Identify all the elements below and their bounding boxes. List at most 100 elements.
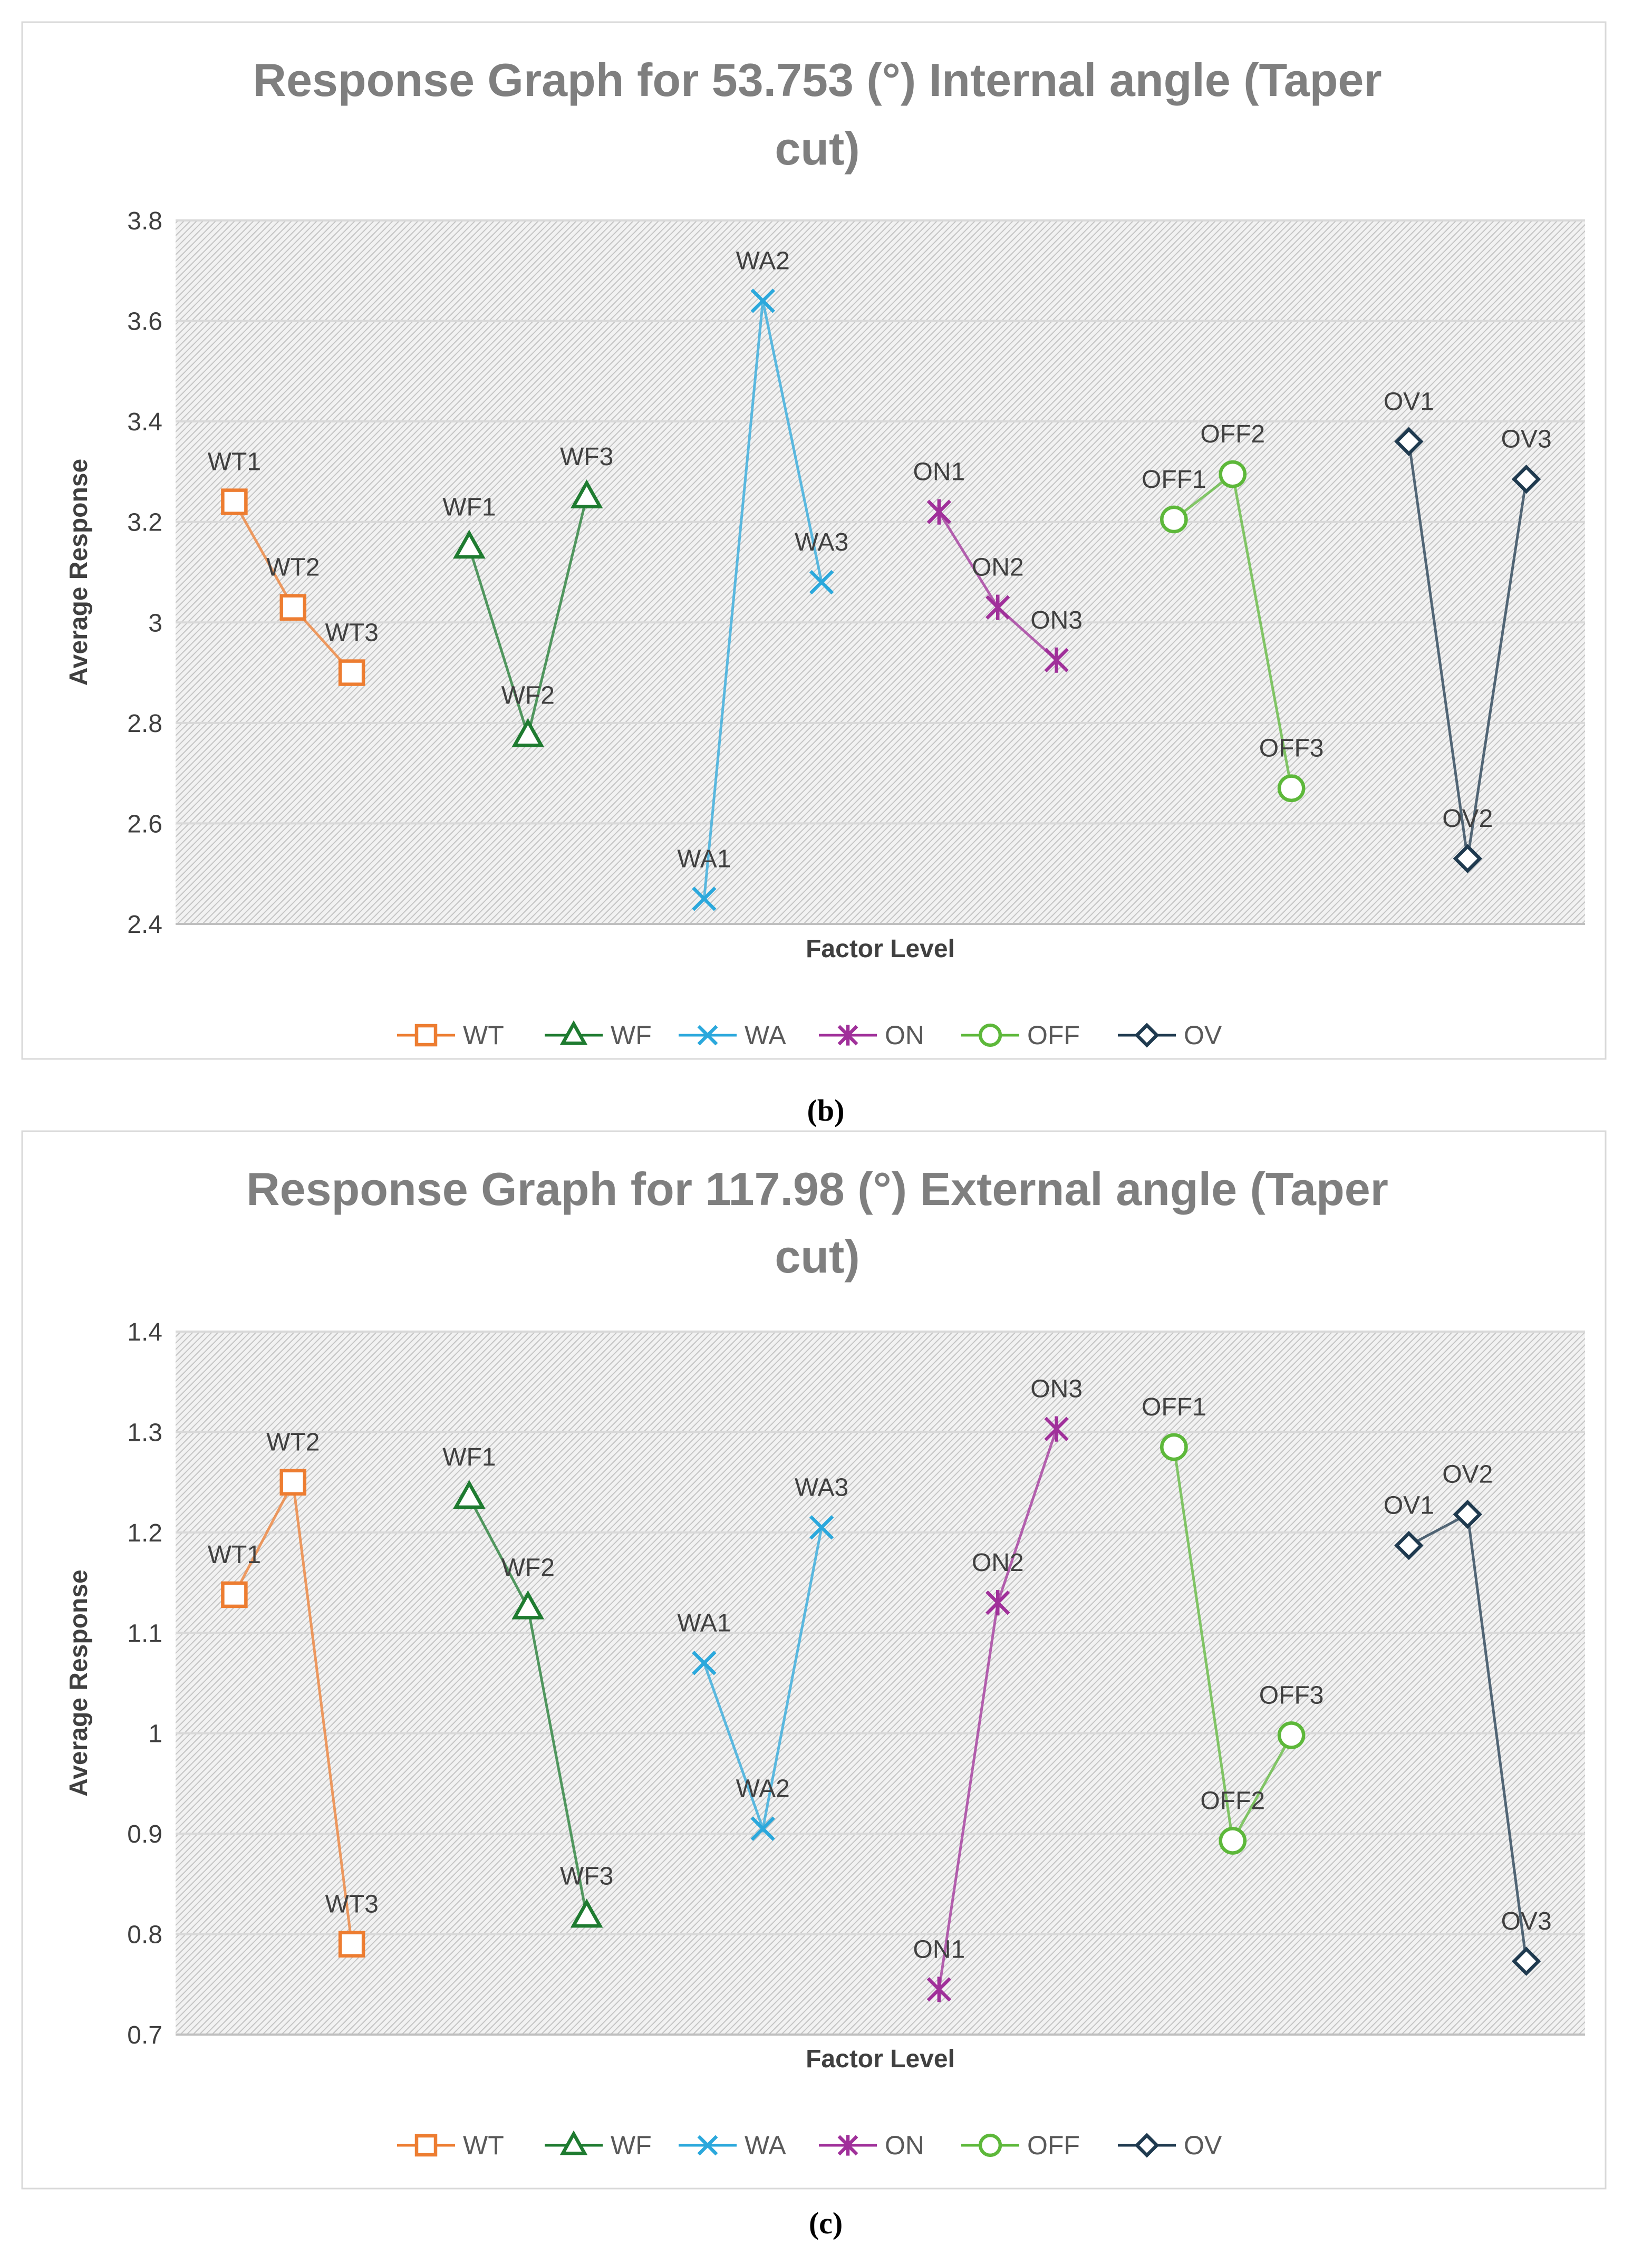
- data-point: [1160, 505, 1188, 534]
- legend-marker: [978, 1023, 1002, 1047]
- y-tick-label: 0.9: [127, 1820, 162, 1848]
- legend: WT WF WA ON OFF OV: [397, 2130, 1222, 2160]
- data-label: WF3: [560, 443, 613, 471]
- plot-area: [176, 220, 1585, 924]
- series-ov: OV1 OV2 OV3: [1384, 388, 1552, 873]
- data-label: OV1: [1384, 388, 1434, 416]
- legend-label: WA: [745, 1020, 786, 1050]
- series-wa: WA1 WA2 WA3: [677, 247, 848, 911]
- y-tick-label: 2.6: [127, 810, 162, 838]
- data-point: [1044, 647, 1069, 673]
- charts-root: 2.4 2.6 2.8 3 3.2 3.4 3.6 3.8 Response Graph for…: [21, 21, 1607, 2240]
- y-tick-label: 2.8: [127, 710, 162, 738]
- gridlines: [176, 219, 1585, 925]
- data-point: [1219, 460, 1247, 488]
- data-label: ON1: [913, 458, 965, 486]
- data-label: ON3: [1030, 606, 1083, 634]
- data-label: WA1: [677, 845, 731, 873]
- data-label: ON2: [972, 1549, 1024, 1577]
- legend-marker: [1134, 2133, 1160, 2158]
- data-label: ON3: [1030, 1375, 1083, 1403]
- y-tick-label: 3.8: [127, 207, 162, 235]
- series-wf: WF1 WF2 WF3: [442, 1443, 613, 1928]
- data-point: [926, 499, 952, 525]
- legend-label: OFF: [1027, 1020, 1080, 1050]
- legend-marker: [697, 2135, 718, 2156]
- legend-item-wt: WT: [397, 1020, 504, 1050]
- legend-item-on: ON: [819, 1020, 924, 1050]
- data-point: [809, 1515, 834, 1540]
- y-tick-label: 1.4: [127, 1318, 162, 1346]
- legend-marker: [414, 1024, 438, 1047]
- legend-marker: [697, 1025, 718, 1046]
- data-point: [692, 1651, 717, 1675]
- y-tick-label: 2.4: [127, 911, 162, 939]
- legend-item-wa: WA: [679, 2131, 786, 2160]
- data-point: [1511, 1946, 1541, 1976]
- data-point: [1277, 1721, 1306, 1749]
- data-point: [986, 594, 1010, 620]
- data-point: [750, 288, 775, 313]
- data-label: OV2: [1442, 1461, 1493, 1489]
- x-axis-label: Factor Level: [806, 935, 955, 963]
- legend-marker: [837, 1025, 858, 1046]
- data-label: OFF2: [1200, 1787, 1265, 1815]
- legend-item-off: OFF: [961, 1020, 1080, 1050]
- data-label: WT2: [266, 1429, 320, 1457]
- gridlines: [176, 1331, 1585, 2036]
- y-tick-label: 1.1: [127, 1620, 162, 1647]
- series-wa: WA1 WA2 WA3: [677, 1473, 848, 1841]
- data-label: WT2: [266, 554, 320, 582]
- data-label: OFF1: [1142, 466, 1206, 494]
- legend-item-off: OFF: [961, 2131, 1080, 2160]
- data-label: WA3: [795, 528, 848, 556]
- data-point: [279, 1469, 306, 1496]
- series-ov: OV1 OV2 OV3: [1384, 1461, 1552, 1976]
- chart-2: 0.7 0.8 0.9 1 1.1 1.2 1.3 1.4 Response Graph for…: [21, 1130, 1607, 2190]
- data-point: [221, 488, 248, 515]
- y-tick-label: 0.7: [127, 2021, 162, 2049]
- data-label: WA2: [736, 247, 790, 275]
- data-label: ON2: [972, 554, 1024, 582]
- legend-item-wf: WF: [545, 2130, 652, 2160]
- legend-label: OV: [1184, 1020, 1222, 1050]
- data-point: [986, 1590, 1010, 1616]
- data-label: WF2: [501, 682, 555, 710]
- y-tick-label: 0.8: [127, 1921, 162, 1949]
- data-label: OFF3: [1259, 735, 1324, 763]
- data-point: [570, 1899, 603, 1928]
- data-point: [750, 1816, 775, 1841]
- legend: WT WF WA ON OFF OV: [397, 1020, 1222, 1050]
- data-label: WF3: [560, 1862, 613, 1890]
- data-label: OV1: [1384, 1492, 1434, 1520]
- legend-label: WA: [745, 2131, 786, 2160]
- data-label: WF1: [442, 1443, 496, 1471]
- chart-title: cut): [775, 122, 859, 175]
- data-point: [453, 1480, 486, 1509]
- data-label: WA1: [677, 1609, 731, 1637]
- legend-label: WF: [611, 2131, 652, 2160]
- series-off: OFF1 OFF2 OFF3: [1142, 1393, 1323, 1855]
- y-axis-label: Average Response: [65, 459, 93, 686]
- data-label: WA2: [736, 1775, 790, 1803]
- chart-title: Response Graph for 53.753 (°) Internal a…: [253, 54, 1382, 106]
- legend-marker: [978, 2133, 1002, 2157]
- legend-item-on: ON: [819, 2131, 924, 2160]
- data-label: OV3: [1501, 1907, 1552, 1935]
- legend-item-wa: WA: [679, 1020, 786, 1050]
- data-point: [338, 1931, 365, 1958]
- legend-label: ON: [885, 1020, 924, 1050]
- data-label: OFF2: [1200, 420, 1265, 448]
- legend-item-wf: WF: [545, 1020, 652, 1050]
- legend-label: WT: [463, 2131, 504, 2160]
- series-wt: WT1 WT2 WT3: [208, 448, 379, 686]
- data-label: WF1: [442, 493, 496, 521]
- data-label: OV2: [1442, 805, 1493, 833]
- data-point: [692, 886, 717, 911]
- chart-title: cut): [775, 1230, 859, 1283]
- data-label: WT1: [208, 1541, 261, 1569]
- data-point: [809, 570, 834, 595]
- y-tick-label: 1.2: [127, 1519, 162, 1547]
